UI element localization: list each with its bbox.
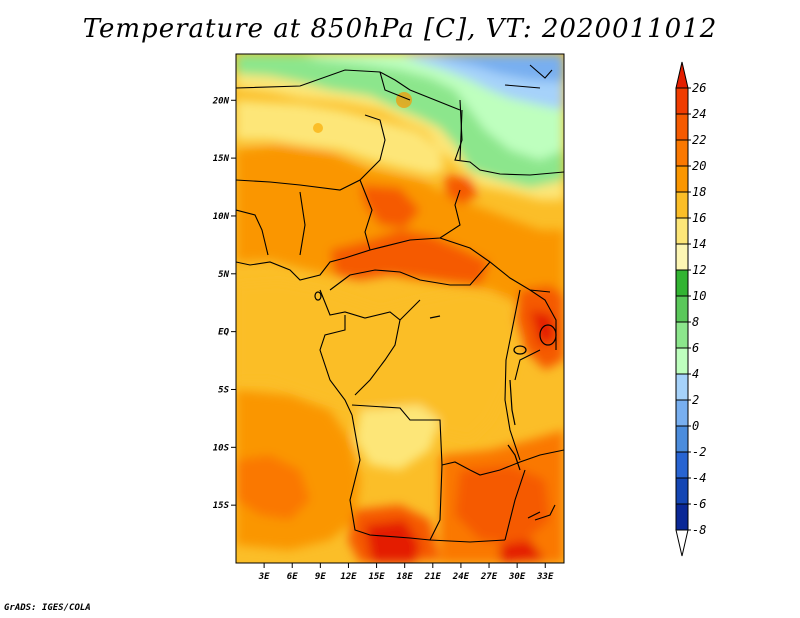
- longitude-axis: 3E 6E 9E 12E 15E 18E 21E 24E 27E 30E 33E: [258, 563, 554, 582]
- lat-label: 5N: [218, 270, 229, 280]
- lat-label: 10S: [213, 443, 230, 453]
- colorbar-label: 20: [692, 159, 706, 173]
- lon-label: 21E: [424, 572, 442, 582]
- colorbar-segment: [675, 295, 689, 323]
- colorbar-segment: [675, 139, 689, 167]
- lon-label: 33E: [536, 572, 554, 582]
- temperature-field: [236, 54, 564, 563]
- lon-label: 12E: [340, 572, 357, 582]
- lat-label: 10N: [213, 212, 230, 222]
- lon-label: 24E: [452, 572, 470, 582]
- lon-label: 30E: [508, 572, 526, 582]
- colorbar-segment: [675, 165, 689, 193]
- colorbar-label: 14: [692, 237, 706, 251]
- colorbar-bottom-arrow: [675, 529, 689, 557]
- map-frame: [235, 53, 565, 564]
- grads-credit: GrADS: IGES/COLA: [4, 603, 91, 613]
- lat-label: 5S: [218, 385, 229, 395]
- colorbar-label: 24: [692, 107, 706, 121]
- colorbar-segment: [675, 373, 689, 401]
- lat-label: 15S: [213, 501, 230, 511]
- colorbar-label: 6: [692, 341, 699, 355]
- colorbar-label: 2: [692, 393, 699, 407]
- colorbar-label: 8: [692, 315, 699, 329]
- colorbar-segment: [675, 503, 689, 531]
- colorbar-segment: [675, 243, 689, 271]
- colorbar-segment: [675, 269, 689, 297]
- colorbar-label: 4: [692, 367, 699, 381]
- colorbar-segment: [675, 425, 689, 453]
- lon-label: 9E: [315, 572, 326, 582]
- lon-label: 3E: [258, 572, 270, 582]
- lon-label: 18E: [397, 572, 414, 582]
- colorbar-label: 12: [692, 263, 706, 277]
- colorbar-label: 16: [692, 211, 706, 225]
- colorbar-segment: [675, 87, 689, 115]
- lon-label: 15E: [368, 572, 385, 582]
- latitude-axis: 20N 15N 10N 5N EQ 5S 10S 15S: [212, 96, 236, 511]
- colorbar-label: 26: [692, 81, 706, 95]
- colorbar-top-arrow: [675, 61, 689, 89]
- colorbar-segment: [675, 399, 689, 427]
- map-title: Temperature at 850hPa [C], VT: 202001101…: [82, 14, 718, 44]
- lon-label: 27E: [480, 572, 498, 582]
- colorbar-label: 22: [692, 133, 706, 147]
- lat-label: 15N: [213, 154, 230, 164]
- colorbar-segment: [675, 191, 689, 219]
- country-borders: [236, 64, 564, 543]
- lat-label: EQ: [218, 328, 229, 338]
- lat-label: 20N: [212, 96, 230, 106]
- colorbar-segment: [675, 113, 689, 141]
- colorbar-label: 10: [692, 289, 706, 303]
- lakes: [314, 291, 557, 519]
- lon-label: 6E: [287, 572, 298, 582]
- colorbar-label: 18: [692, 185, 706, 199]
- colorbar-segment: [675, 217, 689, 245]
- colorbar-label: -8: [692, 523, 706, 537]
- colorbar-label: -2: [692, 445, 706, 459]
- colorbar-label: 0: [692, 419, 699, 433]
- colorbar-segment: [675, 451, 689, 479]
- colorbar-label: -6: [692, 497, 706, 511]
- colorbar-label: -4: [692, 471, 706, 485]
- colorbar-segment: [675, 321, 689, 349]
- colorbar-segment: [675, 477, 689, 505]
- colorbar-segment: [675, 347, 689, 375]
